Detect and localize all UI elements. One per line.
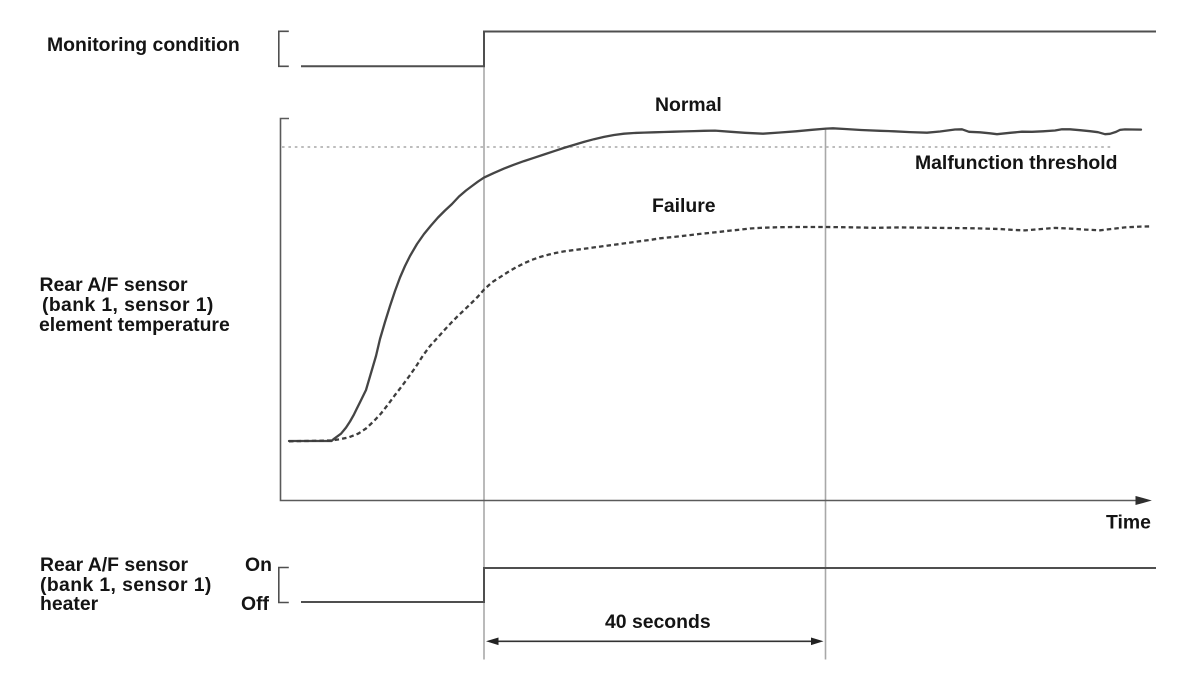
svg-text:Malfunction threshold: Malfunction threshold bbox=[915, 152, 1118, 174]
svg-text:(bank 1, sensor 1): (bank 1, sensor 1) bbox=[40, 574, 212, 596]
svg-text:element temperature: element temperature bbox=[39, 314, 230, 336]
svg-text:(bank 1, sensor 1): (bank 1, sensor 1) bbox=[42, 294, 214, 316]
svg-text:40 seconds: 40 seconds bbox=[605, 611, 711, 633]
svg-text:On: On bbox=[245, 554, 272, 576]
svg-text:Rear A/F sensor: Rear A/F sensor bbox=[40, 554, 188, 576]
svg-text:heater: heater bbox=[40, 593, 99, 615]
svg-text:Rear A/F sensor: Rear A/F sensor bbox=[40, 274, 188, 296]
svg-text:Monitoring condition: Monitoring condition bbox=[47, 34, 240, 56]
svg-text:Normal: Normal bbox=[655, 94, 722, 116]
svg-text:Off: Off bbox=[241, 593, 270, 615]
svg-text:Failure: Failure bbox=[652, 195, 716, 217]
svg-text:Time: Time bbox=[1106, 512, 1151, 534]
